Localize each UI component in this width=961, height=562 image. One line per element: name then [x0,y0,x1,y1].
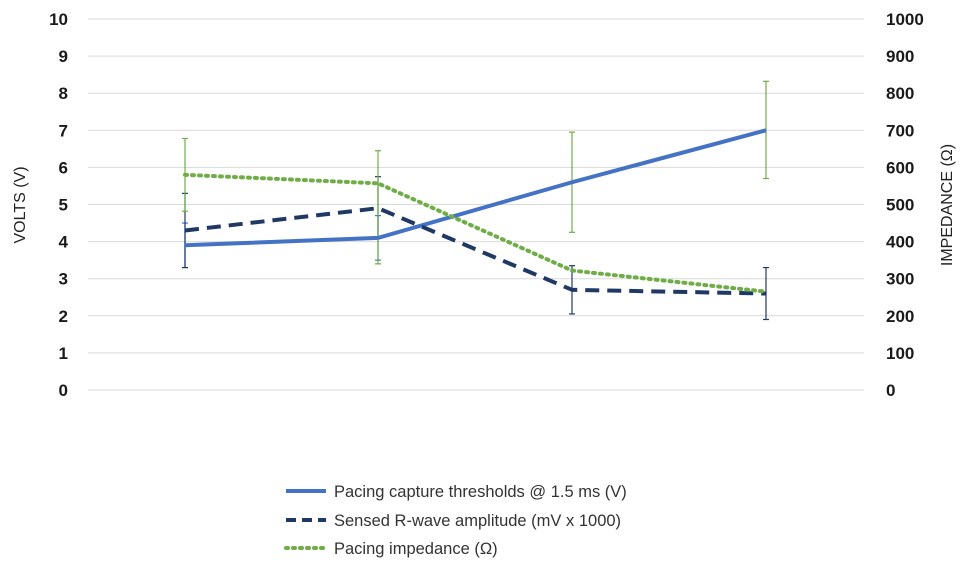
legend-label: Sensed R-wave amplitude (mV x 1000) [334,512,621,530]
right-axis-title: IMPEDANCE (Ω) [939,144,956,266]
right-axis-ticks: 0 100 200 300 400 500 600 700 800 900 1000 [886,10,924,400]
series-lines [183,128,768,296]
right-tick-label: 600 [886,158,914,177]
right-tick-label: 200 [886,307,914,326]
series-line-1 [184,128,767,248]
gridlines [88,18,864,391]
left-tick-label: 2 [59,307,68,326]
left-tick-label: 8 [59,84,68,103]
error-bar [375,150,381,265]
left-tick-label: 10 [49,10,68,29]
right-tick-label: 700 [886,121,914,140]
left-axis-ticks: 0 1 2 3 4 5 6 7 8 9 10 [49,10,68,400]
legend-item: Pacing capture thresholds @ 1.5 ms (V) [286,483,627,501]
right-tick-label: 100 [886,344,914,363]
series-line-3 [183,172,768,294]
right-tick-label: 0 [886,381,895,400]
legend: Pacing capture thresholds @ 1.5 ms (V) Se… [284,483,627,558]
right-tick-label: 300 [886,270,914,289]
error-bars [182,80,769,321]
right-tick-label: 1000 [886,10,924,29]
error-bar [763,80,769,180]
left-tick-label: 0 [59,381,68,400]
right-tick-label: 500 [886,196,914,215]
left-axis-title: VOLTS (V) [12,166,29,243]
legend-item: Sensed R-wave amplitude (mV x 1000) [286,512,621,530]
series-line-2 [184,206,767,296]
left-tick-label: 3 [59,270,68,289]
legend-label: Pacing capture thresholds @ 1.5 ms (V) [334,483,627,501]
right-tick-label: 400 [886,233,914,252]
left-tick-label: 7 [59,121,68,140]
right-tick-label: 800 [886,84,914,103]
left-tick-label: 5 [59,196,68,215]
left-tick-label: 1 [59,344,68,363]
left-tick-label: 4 [59,233,69,252]
right-tick-label: 900 [886,47,914,66]
legend-item: Pacing impedance (Ω) [284,540,498,558]
legend-label: Pacing impedance (Ω) [334,540,498,558]
left-tick-label: 9 [59,47,68,66]
left-tick-label: 6 [59,158,68,177]
